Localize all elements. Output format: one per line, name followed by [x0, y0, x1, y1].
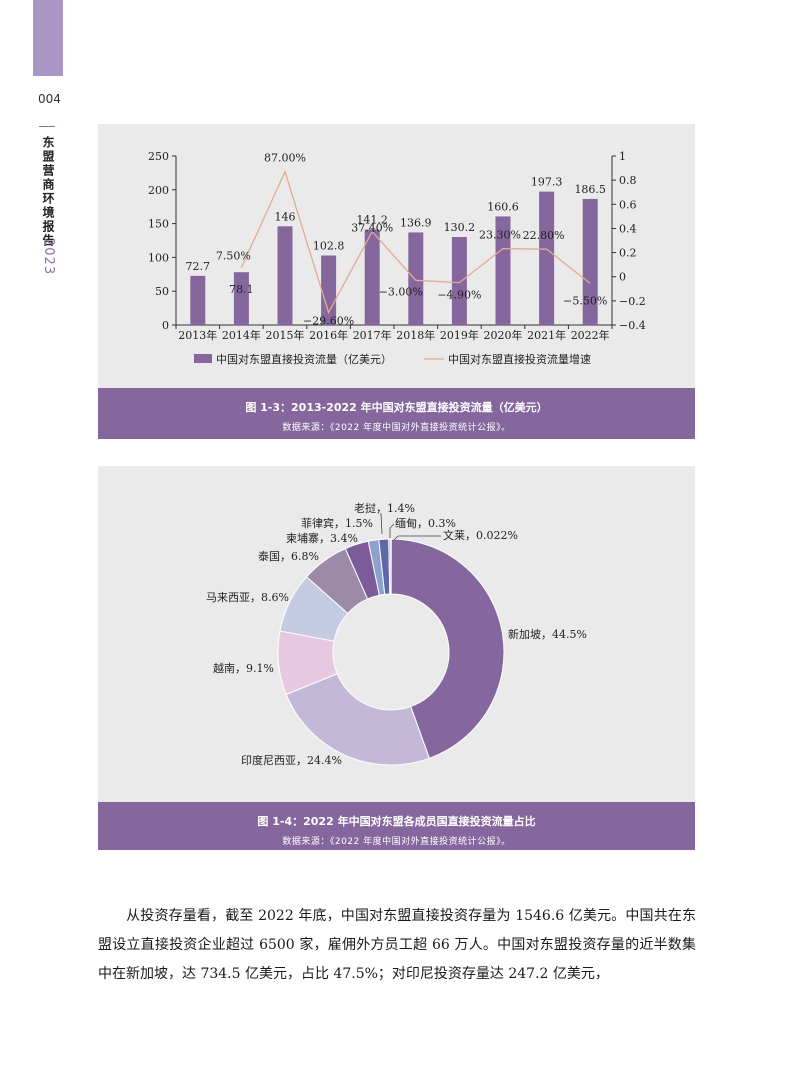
growth-value-label: 23.30%	[479, 229, 521, 242]
bar-value-label: 141.2	[356, 214, 388, 227]
figure-2-caption-bar: 图 1-4：2022 年中国对东盟各成员国直接投资流量占比 数据来源：《2022…	[98, 802, 695, 850]
left-y-tick-label: 100	[148, 251, 169, 264]
donut-slice	[390, 538, 505, 759]
growth-value-label: 37.40%	[351, 222, 393, 235]
figure-1-caption: 图 1-3：2013-2022 年中国对东盟直接投资流量（亿美元）	[245, 401, 548, 414]
x-tick-label: 2013年	[178, 328, 217, 342]
leader-line	[380, 513, 383, 535]
legend-bar-swatch	[194, 354, 212, 363]
donut-slice-label: 马来西亚，8.6%	[206, 591, 289, 604]
x-tick-label: 2017年	[353, 328, 392, 342]
figure-1-chart-panel: 0 50 100 150 200 250 −0.4 −0.2 0 0.2 0.4 0.6 0.8 1 201…	[98, 124, 695, 388]
bar	[582, 198, 598, 325]
x-tick-label: 2014年	[222, 328, 261, 342]
legend-line-label: 中国对东盟直接投资流量增速	[448, 352, 591, 366]
top-color-tab	[33, 0, 63, 76]
bar	[233, 272, 249, 325]
bar-value-label: 197.3	[531, 176, 563, 189]
left-y-tick-label: 250	[148, 150, 169, 163]
bar-value-label: 160.6	[487, 200, 519, 213]
right-y-tick-label: 0.6	[619, 198, 637, 211]
right-y-tick-label: 0.4	[619, 222, 637, 235]
bar	[190, 275, 206, 325]
right-y-tick-label: −0.2	[619, 295, 646, 308]
growth-value-label: 7.50%	[216, 250, 251, 263]
left-y-tick-label: 150	[148, 218, 169, 231]
x-tick-label: 2022年	[571, 328, 610, 342]
right-y-tick-label: −0.4	[619, 319, 646, 332]
bar	[539, 191, 555, 325]
bar-value-label: 146	[275, 210, 296, 223]
bar-value-label: 102.8	[313, 240, 345, 253]
donut-slice-label: 新加坡，44.5%	[508, 627, 587, 641]
body-paragraph-block: 从投资存量看，截至 2022 年底，中国对东盟直接投资存量为 1546.6 亿美…	[98, 902, 696, 989]
bar	[321, 255, 337, 325]
donut-slice-label: 老挝，1.4%	[354, 501, 415, 515]
bar-value-label: 136.9	[400, 216, 432, 229]
donut-slice-label: 印度尼西亚，24.4%	[241, 753, 342, 767]
book-year: 2023	[41, 238, 56, 276]
donut-slice-label: 越南，9.1%	[213, 661, 274, 675]
x-tick-label: 2019年	[440, 328, 479, 342]
member-share-donut-chart: 新加坡，44.5% 印度尼西亚，24.4% 越南，9.1% 马来西亚，8.6% 泰国，6…	[206, 501, 587, 767]
figure-1-source: 数据来源：《2022 年度中国对外直接投资统计公报》。	[282, 423, 511, 433]
right-y-tick-label: 1	[619, 150, 626, 163]
bar	[451, 236, 467, 325]
donut-slice-label: 柬埔寨，3.4%	[286, 531, 358, 545]
bar	[277, 226, 293, 325]
figure-2-source: 数据来源：《2022 年度中国对外直接投资统计公报》。	[282, 837, 511, 847]
leader-line	[389, 523, 395, 538]
x-tick-label: 2016年	[309, 328, 348, 342]
left-y-tick-label: 200	[148, 184, 169, 197]
x-tick-label: 2021年	[527, 328, 566, 342]
sidebar-rule	[39, 126, 55, 127]
donut-slice-label: 菲律宾，1.5%	[301, 516, 373, 530]
bar	[408, 232, 424, 325]
figure-2-chart-panel: 新加坡，44.5% 印度尼西亚，24.4% 越南，9.1% 马来西亚，8.6% 泰国，6…	[98, 466, 695, 802]
left-y-tick-label: 50	[155, 285, 169, 298]
donut-slice-label: 文莱，0.022%	[443, 528, 518, 542]
donut-slice-label: 缅甸，0.3%	[395, 516, 456, 530]
leader-line	[393, 535, 441, 541]
bar-value-label: 130.2	[444, 221, 476, 234]
x-tick-label: 2020年	[484, 328, 523, 342]
x-tick-label: 2015年	[266, 328, 305, 342]
right-y-tick-label: 0.2	[619, 247, 637, 260]
donut-slice-label: 泰国，6.8%	[258, 549, 319, 563]
x-tick-label: 2018年	[396, 328, 435, 342]
bar	[495, 216, 511, 325]
figure-1-caption-bar: 图 1-3：2013-2022 年中国对东盟直接投资流量（亿美元） 数据来源：《…	[98, 388, 695, 439]
growth-value-label: 87.00%	[264, 152, 306, 165]
left-y-tick-label: 0	[162, 319, 169, 332]
bar-value-label: 186.5	[574, 183, 606, 196]
figure-2-caption: 图 1-4：2022 年中国对东盟各成员国直接投资流量占比	[257, 815, 536, 828]
bar-value-label: 72.7	[186, 260, 211, 273]
growth-value-label: −29.60%	[303, 314, 354, 327]
body-paragraph: 从投资存量看，截至 2022 年底，中国对东盟直接投资存量为 1546.6 亿美…	[98, 908, 696, 982]
legend-bar-label: 中国对东盟直接投资流量（亿美元）	[216, 352, 392, 366]
donut-slice	[285, 673, 430, 766]
page-number: 004	[38, 92, 61, 106]
growth-value-label: −4.90%	[437, 289, 481, 302]
bar	[364, 229, 380, 325]
growth-value-label: −5.50%	[563, 294, 607, 307]
book-title: 东盟营商环境报告	[41, 136, 55, 248]
growth-value-label: −3.00%	[379, 285, 423, 298]
growth-value-label: 22.80%	[523, 229, 565, 242]
right-y-tick-label: 0.8	[619, 174, 637, 187]
growth-line	[240, 169, 591, 315]
bar-value-label: 78.1	[229, 283, 254, 296]
right-y-tick-label: 0	[619, 271, 626, 284]
investment-flow-combo-chart: 0 50 100 150 200 250 −0.4 −0.2 0 0.2 0.4 0.6 0.8 1 201…	[148, 150, 646, 366]
